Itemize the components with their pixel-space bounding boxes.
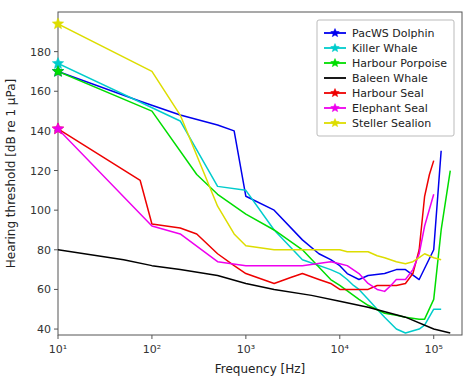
legend-label: PacWS Dolphin — [352, 27, 435, 40]
x-tick — [245, 335, 246, 339]
y-tick — [54, 51, 58, 52]
series-line — [58, 71, 450, 319]
legend-label: Elephant Seal — [352, 102, 428, 115]
y-tick — [54, 289, 58, 290]
y-tick — [54, 249, 58, 250]
legend-label: Baleen Whale — [352, 72, 428, 85]
legend-marker — [331, 44, 340, 52]
legend-label: Steller Sealion — [352, 117, 431, 130]
background — [0, 0, 474, 381]
x-axis-label: Frequency [Hz] — [215, 362, 306, 376]
series-line — [58, 71, 441, 279]
x-tick — [339, 335, 340, 339]
legend-marker — [331, 119, 340, 127]
legend-marker — [331, 59, 340, 67]
y-tick — [54, 210, 58, 211]
legend-label: Harbour Seal — [352, 87, 424, 100]
legend-label: Harbour Porpoise — [352, 57, 447, 70]
x-tick-label: 10² — [143, 343, 161, 356]
star-marker — [52, 65, 63, 76]
x-tick-label: 10³ — [237, 343, 255, 356]
y-tick-label: 160 — [30, 85, 51, 98]
star-marker — [52, 123, 63, 134]
y-tick-label: 60 — [37, 283, 51, 296]
x-tick-label: 10¹ — [49, 343, 67, 356]
legend-marker — [331, 29, 340, 37]
x-tick — [58, 335, 59, 339]
y-tick-label: 40 — [37, 323, 51, 336]
y-tick-label: 140 — [30, 125, 51, 138]
star-marker — [52, 18, 63, 29]
legend-marker — [331, 104, 340, 112]
y-tick-label: 180 — [30, 46, 51, 59]
series-line — [58, 129, 434, 291]
x-tick-label: 10⁵ — [425, 343, 443, 356]
legend: PacWS Dolphin Killer Whale Harbour Porpois… — [317, 20, 454, 136]
y-axis-label: Hearing threshold [dB re 1 μPa] — [4, 79, 18, 268]
x-tick — [151, 335, 152, 339]
legend-marker — [331, 89, 340, 97]
y-tick — [54, 91, 58, 92]
chart: 40 60 80 100 120 140 160 180 10¹ 10² 10³ 10⁴ 10⁵ Freq… — [0, 0, 474, 381]
series-line — [58, 64, 441, 334]
y-tick-label: 80 — [37, 244, 51, 257]
y-tick-label: 100 — [30, 204, 51, 217]
y-tick — [54, 329, 58, 330]
legend-swatch — [324, 77, 346, 79]
legend-label: Killer Whale — [352, 42, 418, 55]
star-marker — [52, 65, 63, 76]
y-tick — [54, 170, 58, 171]
legend-box — [317, 20, 454, 136]
star-marker — [52, 123, 63, 134]
series-line — [58, 250, 450, 333]
x-tick-label: 10⁴ — [331, 343, 350, 356]
x-tick — [433, 335, 434, 339]
plot-frame — [58, 12, 462, 335]
y-tick-label: 120 — [30, 165, 51, 178]
